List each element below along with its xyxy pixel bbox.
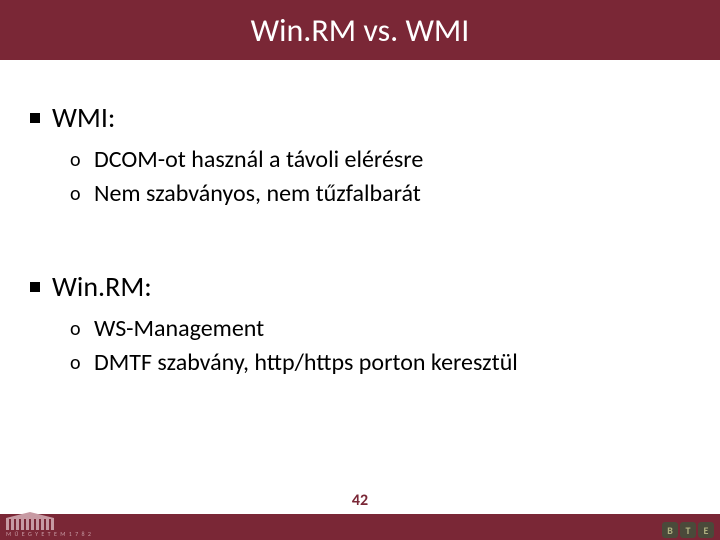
circle-bullet-icon: o <box>70 179 84 209</box>
title-bar: Win.RM vs. WMI <box>0 0 720 60</box>
sub-list: o WS-Management o DMTF szabvány, http/ht… <box>70 314 690 378</box>
section-heading: WMI: <box>52 100 115 135</box>
circle-bullet-icon: o <box>70 348 84 378</box>
footer-left-logo: M Ű E G Y E T E M 1 7 8 2 <box>6 510 92 538</box>
footer-badge-icon: T <box>680 522 696 538</box>
slide: Win.RM vs. WMI WMI: o DCOM-ot használ a … <box>0 0 720 540</box>
footer-badge-icon: B <box>662 522 678 538</box>
square-bullet-icon <box>30 113 40 123</box>
list-item-text: Nem szabványos, nem tűzfalbarát <box>94 179 421 208</box>
list-item: o WS-Management <box>70 314 690 344</box>
circle-bullet-icon: o <box>70 314 84 344</box>
circle-bullet-icon: o <box>70 145 84 175</box>
section-heading-row: Win.RM: <box>30 269 690 304</box>
footer-right-icons: B T E <box>662 522 714 538</box>
university-building-icon: M Ű E G Y E T E M 1 7 8 2 <box>6 510 92 538</box>
list-item: o Nem szabványos, nem tűzfalbarát <box>70 179 690 209</box>
footer-badge-icon: E <box>698 522 714 538</box>
list-item: o DMTF szabvány, http/https porton keres… <box>70 348 690 378</box>
slide-content: WMI: o DCOM-ot használ a távoli elérésre… <box>30 100 690 408</box>
list-item: o DCOM-ot használ a távoli elérésre <box>70 145 690 175</box>
slide-number: 42 <box>0 491 720 510</box>
university-caption: M Ű E G Y E T E M 1 7 8 2 <box>6 530 92 538</box>
list-item-text: DCOM-ot használ a távoli elérésre <box>94 145 423 174</box>
slide-title: Win.RM vs. WMI <box>251 11 470 50</box>
spacer <box>30 239 690 269</box>
list-item-text: WS-Management <box>94 314 264 343</box>
section-heading-row: WMI: <box>30 100 690 135</box>
square-bullet-icon <box>30 282 40 292</box>
section-heading: Win.RM: <box>52 269 152 304</box>
list-item-text: DMTF szabvány, http/https porton kereszt… <box>94 348 518 377</box>
sub-list: o DCOM-ot használ a távoli elérésre o Ne… <box>70 145 690 209</box>
footer-bar <box>0 514 720 540</box>
